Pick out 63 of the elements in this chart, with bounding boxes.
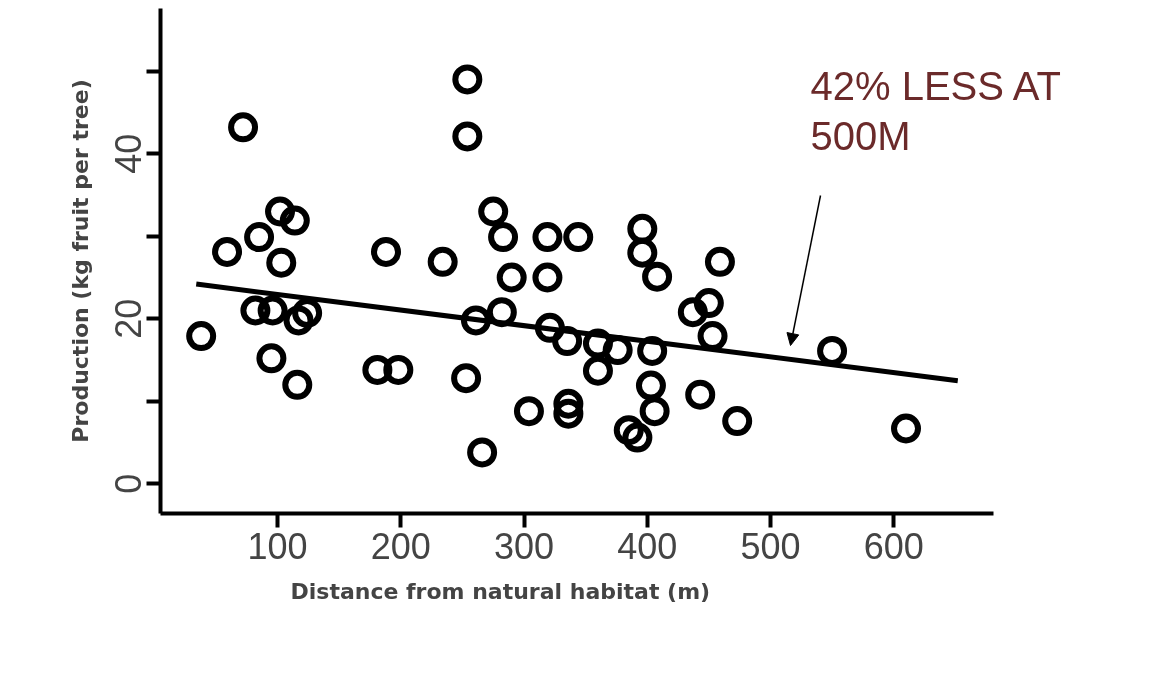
x-tick-label: 500 — [740, 525, 801, 567]
point — [427, 246, 458, 277]
point — [266, 247, 297, 278]
point — [532, 222, 563, 253]
point — [244, 222, 275, 253]
point — [478, 196, 509, 227]
point — [722, 406, 753, 437]
point — [452, 64, 483, 95]
point — [486, 297, 517, 328]
annotation: 42% LESS AT 500M — [810, 63, 1062, 159]
point — [627, 237, 658, 268]
point — [257, 295, 288, 326]
point — [642, 261, 673, 292]
x-tick-label: 400 — [617, 525, 678, 567]
x-axis-title: Distance from natural habitat (m) — [290, 578, 711, 604]
point — [496, 262, 527, 293]
point — [279, 205, 310, 236]
point — [282, 369, 313, 400]
point — [240, 295, 271, 326]
y-axis-title: Production (kg fruit per tree) — [67, 79, 93, 443]
point — [460, 305, 491, 336]
point — [553, 388, 584, 419]
y-tick-label: 0 — [108, 473, 150, 494]
point — [635, 370, 666, 401]
point — [639, 396, 670, 427]
point — [582, 355, 613, 386]
point — [467, 437, 498, 468]
point — [685, 379, 716, 410]
point — [451, 363, 482, 394]
x-tick-label: 100 — [247, 525, 308, 567]
point — [622, 422, 653, 453]
point — [817, 335, 848, 366]
point — [283, 305, 314, 336]
point — [704, 246, 735, 277]
x-tick-label: 600 — [863, 525, 924, 567]
point — [627, 213, 658, 244]
point — [613, 415, 644, 446]
point — [212, 236, 243, 267]
point — [186, 321, 217, 352]
point — [256, 343, 287, 374]
x-tick-label: 200 — [370, 525, 431, 567]
x-tick-label: 300 — [493, 525, 555, 567]
point — [563, 222, 594, 253]
point — [513, 396, 544, 427]
y-tick-label: 40 — [108, 133, 150, 174]
point — [693, 288, 724, 319]
point — [228, 112, 259, 143]
point — [265, 196, 296, 227]
point — [534, 312, 565, 343]
point — [292, 298, 323, 328]
point — [362, 354, 393, 385]
point — [488, 222, 519, 253]
point — [637, 335, 668, 366]
point — [553, 398, 584, 429]
point — [552, 326, 583, 357]
point — [891, 413, 922, 444]
point — [532, 262, 563, 293]
y-tick-label: 20 — [108, 298, 150, 339]
point — [677, 297, 708, 328]
point — [383, 354, 414, 385]
point — [452, 121, 483, 152]
point — [371, 236, 401, 267]
point — [582, 328, 613, 359]
